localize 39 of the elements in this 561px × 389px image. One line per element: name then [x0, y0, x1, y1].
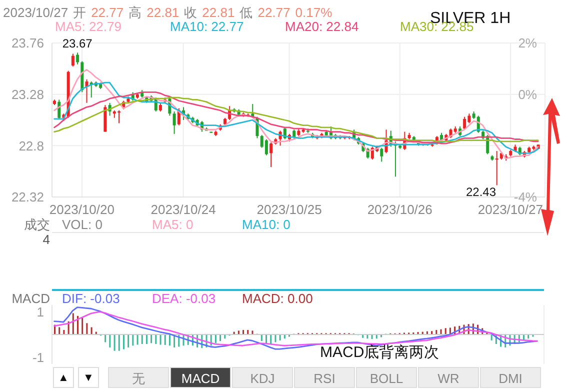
y2-tick-label: -4%	[514, 190, 538, 205]
x-tick-label: 2023/10/25	[256, 202, 322, 218]
y-tick-label: 23.76	[11, 36, 44, 51]
text: MACD	[170, 367, 231, 388]
text: MA5: 22.79	[55, 19, 122, 34]
y-tick-label: 22.32	[11, 190, 44, 205]
text: MA10: 22.77	[170, 19, 244, 34]
legend-label: VOL: 0	[62, 217, 102, 232]
text: ▼	[78, 367, 99, 388]
text: WR	[418, 367, 479, 388]
y-tick-label: -1	[32, 350, 44, 365]
legend-label: MA10: 0	[242, 217, 290, 232]
text: RSI	[294, 367, 355, 388]
text: MA20: 22.84	[285, 19, 359, 34]
series-label: MACD: 0.00	[242, 291, 313, 306]
x-tick-label: 2023/10/20	[49, 202, 114, 218]
x-tick-label: 2023/10/24	[150, 202, 216, 218]
annotation: 23.67	[62, 36, 93, 51]
annotation: MACD底背离两次	[320, 344, 440, 361]
series-label: DIF: -0.03	[62, 291, 120, 306]
text: DMI	[480, 367, 541, 388]
text: 无	[108, 367, 169, 388]
y2-tick-label: 0%	[518, 86, 538, 102]
text: 2023/10/27 开 22.77 高 22.81 收 22.81 低 22.77 0.17%	[3, 5, 332, 20]
x-tick-label: 2023/10/27	[478, 202, 543, 218]
y-tick-label: 22.8	[18, 138, 44, 154]
text: 4	[42, 232, 50, 247]
text: ▲	[53, 367, 74, 388]
text: KDJ	[232, 367, 293, 388]
y-tick-label: 1	[36, 304, 44, 320]
x-tick-label: 2023/10/26	[367, 202, 432, 218]
y2-tick-label: 2%	[518, 36, 538, 51]
text: 成交	[24, 217, 50, 232]
y-tick-label: 23.28	[11, 86, 44, 102]
series-label: DEA: -0.03	[152, 291, 216, 306]
annotation: 22.43	[466, 185, 496, 199]
y-axis-title: MACD	[12, 291, 50, 306]
text: BOLL	[356, 367, 417, 388]
legend-label: MA5: 0	[152, 217, 194, 232]
